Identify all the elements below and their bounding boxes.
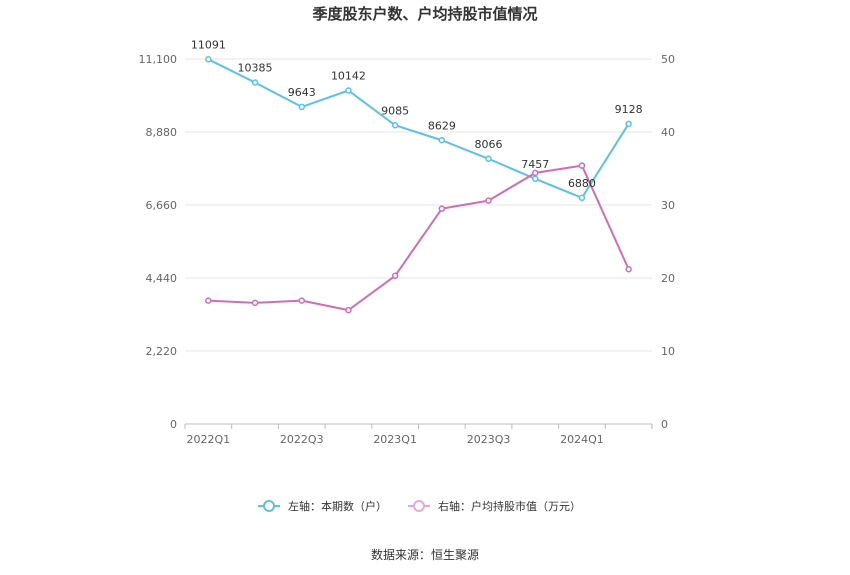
left-tick-label: 11,100 bbox=[139, 53, 178, 66]
legend-item-shareholders[interactable]: 左轴：本期数（户） bbox=[258, 499, 387, 513]
data-label: 10385 bbox=[238, 62, 273, 75]
series-0-point[interactable] bbox=[298, 103, 305, 111]
series-1-point[interactable] bbox=[625, 265, 632, 273]
series-0-point[interactable] bbox=[345, 87, 352, 94]
series-line-1 bbox=[208, 164, 630, 312]
left-axis-ticks: 0 2,220 4,440 6,660 8,880 11,100 bbox=[139, 53, 178, 431]
left-tick-label: 8,880 bbox=[146, 126, 178, 139]
series-1-point[interactable] bbox=[345, 306, 352, 314]
legend-marker-shareholders bbox=[263, 500, 275, 512]
right-tick-label: 50 bbox=[661, 53, 675, 66]
x-tick-label: 2022Q3 bbox=[280, 433, 324, 446]
x-tick-label: 2023Q3 bbox=[467, 433, 511, 446]
series-1-point[interactable] bbox=[391, 272, 399, 280]
series-1-point[interactable] bbox=[298, 297, 305, 304]
left-tick-label: 6,660 bbox=[146, 199, 178, 212]
data-labels: 11091 10385 9643 10142 9085 8629 8066 7457 6880 9… bbox=[191, 38, 643, 189]
legend: 左轴：本期数（户） 右轴：户均持股市值（万元） bbox=[258, 499, 581, 513]
data-source: 数据来源：恒生聚源 bbox=[371, 547, 479, 562]
x-tick-label: 2023Q1 bbox=[373, 433, 417, 446]
right-tick-label: 40 bbox=[661, 126, 675, 139]
series-0-point[interactable] bbox=[532, 175, 539, 183]
data-label: 8066 bbox=[475, 138, 503, 151]
legend-label-shareholders: 左轴：本期数（户） bbox=[288, 499, 387, 513]
data-label: 7457 bbox=[521, 158, 549, 171]
right-tick-label: 10 bbox=[661, 345, 675, 358]
right-tick-label: 30 bbox=[661, 199, 675, 212]
series-0-point[interactable] bbox=[205, 56, 212, 63]
series-0-point[interactable] bbox=[485, 155, 492, 163]
chart-title: 季度股东户数、户均持股市值情况 bbox=[312, 5, 537, 23]
left-tick-label: 0 bbox=[170, 418, 177, 431]
series-0-point[interactable] bbox=[578, 194, 586, 202]
series-1-point[interactable] bbox=[251, 299, 259, 307]
legend-label-market-value: 右轴：户均持股市值（万元） bbox=[438, 499, 581, 513]
data-label: 10142 bbox=[331, 70, 366, 83]
series-line-0 bbox=[207, 58, 630, 199]
data-label: 8629 bbox=[428, 119, 456, 132]
right-tick-label: 0 bbox=[661, 418, 668, 431]
series-1-point[interactable] bbox=[578, 162, 586, 169]
data-label: 6880 bbox=[568, 177, 596, 190]
series-1-point[interactable] bbox=[205, 297, 212, 304]
data-label: 9643 bbox=[288, 86, 316, 99]
series-0-point[interactable] bbox=[391, 122, 399, 129]
data-label: 9128 bbox=[615, 103, 643, 116]
series-1-point[interactable] bbox=[485, 197, 492, 204]
legend-marker-market-value bbox=[413, 500, 425, 512]
right-tick-label: 20 bbox=[661, 272, 675, 285]
x-tick-label: 2024Q1 bbox=[560, 433, 604, 446]
series-0-point[interactable] bbox=[438, 137, 446, 144]
x-axis-ticks: 2022Q1 2022Q3 2023Q1 2023Q3 2024Q1 bbox=[184, 424, 653, 446]
series-1-point[interactable] bbox=[438, 205, 446, 212]
left-tick-label: 2,220 bbox=[146, 345, 178, 358]
series-0-point[interactable] bbox=[251, 79, 259, 86]
left-tick-label: 4,440 bbox=[146, 272, 178, 285]
series-1-point[interactable] bbox=[532, 169, 539, 177]
data-label: 11091 bbox=[191, 38, 226, 51]
x-tick-label: 2022Q1 bbox=[187, 433, 231, 446]
series-layer bbox=[205, 56, 632, 314]
legend-item-market-value[interactable]: 右轴：户均持股市值（万元） bbox=[408, 499, 581, 513]
series-0-point[interactable] bbox=[625, 120, 632, 128]
right-axis-ticks: 0 10 20 30 40 50 bbox=[661, 53, 675, 431]
data-label: 9085 bbox=[381, 104, 409, 117]
